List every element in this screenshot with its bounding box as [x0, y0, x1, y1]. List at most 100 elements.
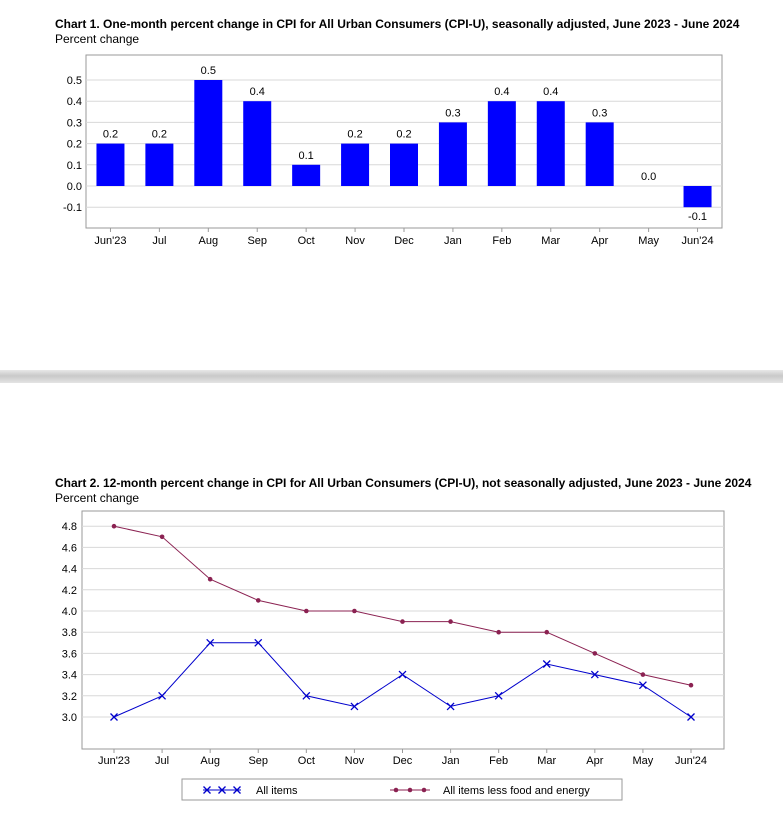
legend-marker-dot — [393, 787, 399, 793]
data-label: 0.3 — [445, 107, 460, 119]
series-marker-dot — [304, 608, 309, 614]
y-tick-label: 0.3 — [67, 117, 82, 129]
legend-label-all-items: All items — [256, 785, 298, 797]
y-tick-label: 4.8 — [62, 521, 77, 533]
series-marker-dot — [496, 629, 501, 635]
bar — [487, 101, 516, 186]
series-marker-dot — [111, 523, 117, 529]
data-label: 0.4 — [250, 86, 265, 98]
series-marker-dot — [688, 682, 694, 688]
data-label: 0.2 — [103, 129, 118, 141]
data-label: 0.5 — [201, 65, 216, 77]
series-marker-x — [446, 702, 455, 711]
x-tick-label: Nov — [345, 755, 365, 767]
data-label: 0.4 — [494, 86, 509, 98]
bar — [292, 164, 321, 186]
bar — [341, 143, 370, 186]
y-tick-label: 3.6 — [62, 648, 77, 660]
x-tick-label: Sep — [247, 235, 267, 247]
series-marker-x — [398, 670, 407, 679]
series-marker-x — [590, 670, 599, 679]
series-marker-dot — [255, 598, 261, 603]
chart2-subtitle: Percent change — [55, 491, 140, 505]
y-tick-label: 3.8 — [62, 627, 77, 639]
data-label: 0.1 — [299, 150, 314, 162]
x-tick-label: Jan — [442, 755, 460, 767]
y-tick-label: 4.4 — [62, 564, 77, 576]
x-tick-label: Aug — [199, 235, 219, 247]
x-tick-label: Dec — [393, 755, 413, 767]
y-tick-label: 0.0 — [67, 181, 82, 193]
legend-marker-x — [218, 786, 226, 794]
y-tick-label: 0.4 — [67, 96, 82, 108]
x-tick-label: Jun'24 — [681, 235, 713, 247]
bar — [145, 143, 174, 186]
legend: All items All items less food and energy — [181, 778, 623, 801]
section-divider — [0, 370, 783, 383]
legend-label-core: All items less food and energy — [443, 785, 590, 797]
x-tick-label: Jan — [444, 235, 462, 247]
x-tick-label: Jun'24 — [675, 755, 707, 767]
series-marker-x — [350, 702, 359, 711]
x-tick-label: Feb — [492, 235, 511, 247]
y-tick-label: 3.4 — [62, 670, 77, 682]
x-tick-label: Apr — [591, 235, 608, 247]
y-tick-label: 0.1 — [67, 160, 82, 172]
x-tick-label: Jul — [155, 755, 169, 767]
x-tick-label: Aug — [200, 755, 220, 767]
x-tick-label: May — [638, 235, 659, 247]
legend-marker-x — [203, 786, 211, 794]
y-tick-label: 4.0 — [62, 606, 77, 618]
bar — [390, 143, 418, 186]
bar — [96, 143, 125, 186]
data-label: 0.2 — [152, 129, 167, 141]
x-tick-label: Nov — [345, 235, 365, 247]
y-tick-label: 4.2 — [62, 585, 77, 597]
chart1-plot: 0.5 0.4 0.3 0.2 0.1 0.0 -0.1 0.2 Jun'23 0.2 Jul 0.5… — [63, 54, 723, 247]
y-tick-label: 0.5 — [67, 75, 82, 87]
x-tick-label: May — [633, 755, 654, 767]
series-marker-x — [542, 660, 551, 668]
x-tick-label: Feb — [489, 755, 508, 767]
bar — [243, 101, 272, 186]
plot-frame — [81, 510, 725, 750]
data-label: 0.2 — [396, 129, 411, 141]
series-marker-dot — [592, 651, 598, 656]
bar — [194, 80, 223, 186]
x-tick-label: Oct — [298, 235, 315, 247]
data-label: 0.4 — [543, 86, 558, 98]
chart2-title: Chart 2. 12-month percent change in CPI … — [55, 476, 752, 490]
series-marker-x — [687, 713, 695, 721]
series-marker-dot — [207, 576, 213, 582]
chart1-title: Chart 1. One-month percent change in CPI… — [55, 17, 740, 31]
legend-marker-dot — [407, 787, 413, 793]
y-tick-label: 4.6 — [62, 542, 77, 554]
y-tick-label: 0.2 — [67, 139, 82, 151]
data-label: 0.0 — [641, 171, 656, 183]
bar — [585, 122, 614, 186]
plot-frame — [85, 54, 723, 229]
bar — [438, 122, 467, 186]
series-marker-x — [158, 691, 167, 700]
series-marker-dot — [159, 534, 165, 540]
x-tick-label: Jun'23 — [94, 235, 126, 247]
bar — [536, 101, 565, 186]
bar — [683, 186, 712, 208]
x-tick-label: Apr — [586, 755, 603, 767]
x-tick-label: Jun'23 — [98, 755, 130, 767]
x-tick-label: Jul — [152, 235, 166, 247]
chart1-subtitle: Percent change — [55, 32, 140, 46]
data-label: -0.1 — [688, 211, 707, 223]
series-marker-dot — [544, 629, 550, 635]
series-marker-dot — [352, 608, 357, 614]
series-marker-x — [254, 638, 263, 647]
series-marker-x — [494, 691, 503, 700]
legend-marker-x — [233, 786, 241, 794]
series-marker-dot — [448, 619, 453, 624]
series-marker-dot — [640, 672, 646, 677]
series-marker-x — [302, 691, 311, 700]
series-marker-x — [110, 713, 118, 721]
x-tick-label: Mar — [537, 755, 556, 767]
x-tick-label: Oct — [298, 755, 315, 767]
